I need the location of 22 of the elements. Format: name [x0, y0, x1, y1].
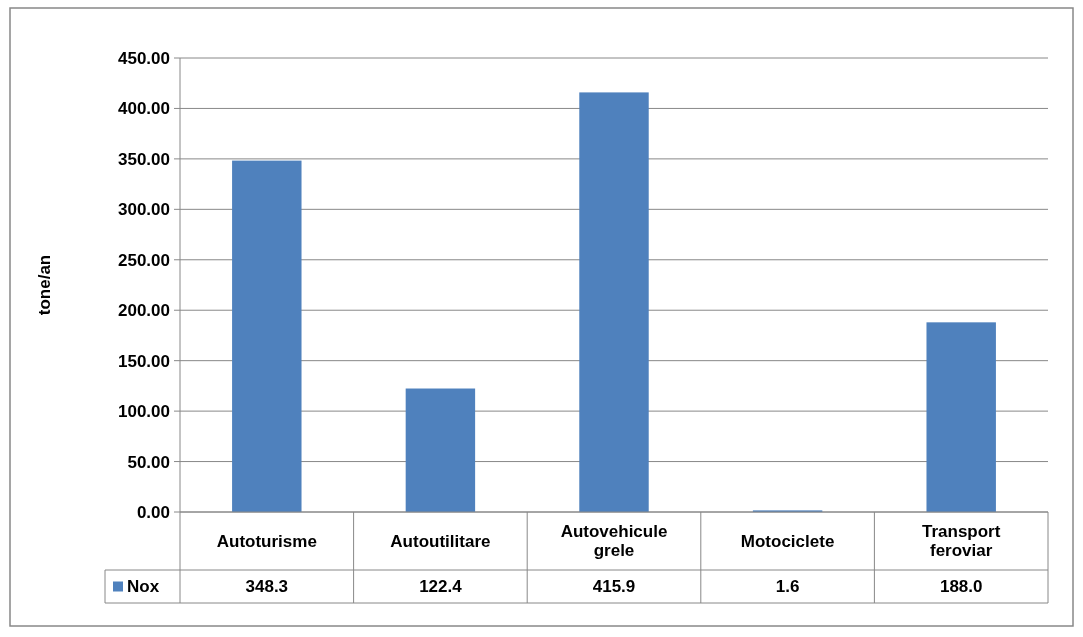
y-tick-label: 50.00	[127, 452, 170, 472]
y-tick-label: 300.00	[118, 200, 170, 220]
x-tick-label: Autovehicule grele	[560, 522, 668, 561]
text: 348.3	[245, 577, 289, 597]
x-tick-label: Transport feroviar	[922, 522, 1001, 561]
text: 188.0	[939, 577, 983, 597]
y-tick-label: 250.00	[118, 250, 170, 270]
y-tick-label: 200.00	[118, 301, 170, 321]
y-tick-label: 450.00	[118, 48, 170, 68]
legend-label: Nox	[127, 577, 160, 597]
y-tick-label: 150.00	[118, 351, 170, 371]
x-tick-label: Autoutilitare	[390, 531, 491, 551]
y-axis-title: tone/an	[35, 254, 54, 316]
x-tick-label: Motociclete	[740, 531, 835, 551]
y-tick-label: 0.00	[136, 502, 170, 522]
text: 415.9	[592, 577, 636, 597]
y-tick-label: 350.00	[118, 149, 170, 169]
text: 122.4	[419, 577, 462, 597]
text: 1.6	[775, 577, 800, 597]
y-tick-label: 400.00	[118, 99, 170, 119]
x-tick-label: Autoturisme	[216, 531, 317, 551]
y-tick-label: 100.00	[118, 402, 170, 422]
